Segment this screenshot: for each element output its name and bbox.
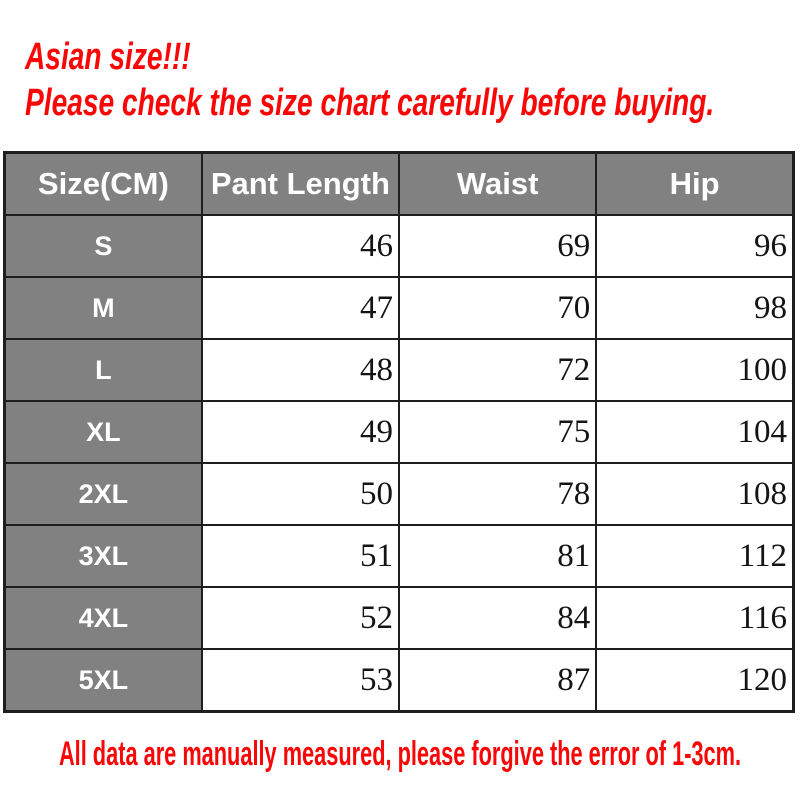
table-header-row: Size(CM) Pant Length Waist Hip (3, 151, 795, 216)
measurement-value-cell: 69 (397, 214, 598, 278)
size-label-cell: L (3, 338, 203, 402)
check-size-chart-warning: Please check the size chart carefully be… (25, 82, 715, 124)
measurement-value-cell: 70 (397, 276, 598, 340)
table-row: 3XL 51 81 112 (3, 524, 795, 588)
table-row: L 48 72 100 (3, 338, 795, 402)
measurement-value-cell: 48 (200, 338, 401, 402)
measurement-value-cell: 120 (595, 648, 795, 713)
size-label-cell: 2XL (3, 462, 203, 526)
measurement-value-cell: 84 (397, 586, 598, 650)
measurement-value-cell: 104 (595, 400, 795, 464)
measurement-value-cell: 46 (200, 214, 401, 278)
measurement-error-note: All data are manually measured, please f… (58, 735, 742, 773)
table-row: XL 49 75 104 (3, 400, 795, 464)
measurement-value-cell: 72 (397, 338, 598, 402)
table-row: S 46 69 96 (3, 214, 795, 278)
table-body: S 46 69 96 M 47 70 98 L 48 72 100 XL 49 75 104 2XL 50 78 10… (3, 214, 795, 713)
measurement-value-cell: 50 (200, 462, 401, 526)
size-label-cell: XL (3, 400, 203, 464)
measurement-value-cell: 51 (200, 524, 401, 588)
size-label-cell: 5XL (3, 648, 203, 713)
size-chart-table: Size(CM) Pant Length Waist Hip S 46 69 96 M 4… (3, 151, 795, 713)
measurement-value-cell: 100 (595, 338, 795, 402)
measurement-value-cell: 87 (397, 648, 598, 713)
column-header-pant-length: Pant Length (200, 151, 401, 216)
measurement-value-cell: 96 (595, 214, 795, 278)
table-row: 5XL 53 87 120 (3, 648, 795, 713)
size-label-cell: S (3, 214, 203, 278)
asian-size-warning: Asian size!!! (25, 36, 191, 78)
measurement-value-cell: 112 (595, 524, 795, 588)
measurement-value-cell: 47 (200, 276, 401, 340)
measurement-value-cell: 49 (200, 400, 401, 464)
measurement-value-cell: 81 (397, 524, 598, 588)
measurement-value-cell: 78 (397, 462, 598, 526)
measurement-value-cell: 116 (595, 586, 795, 650)
column-header-waist: Waist (397, 151, 598, 216)
measurement-value-cell: 53 (200, 648, 401, 713)
size-label-cell: 4XL (3, 586, 203, 650)
table-row: 4XL 52 84 116 (3, 586, 795, 650)
size-label-cell: 3XL (3, 524, 203, 588)
table-row: M 47 70 98 (3, 276, 795, 340)
table-row: 2XL 50 78 108 (3, 462, 795, 526)
size-label-cell: M (3, 276, 203, 340)
column-header-hip: Hip (595, 151, 795, 216)
column-header-size: Size(CM) (3, 151, 203, 216)
measurement-value-cell: 75 (397, 400, 598, 464)
measurement-value-cell: 98 (595, 276, 795, 340)
measurement-value-cell: 108 (595, 462, 795, 526)
measurement-value-cell: 52 (200, 586, 401, 650)
